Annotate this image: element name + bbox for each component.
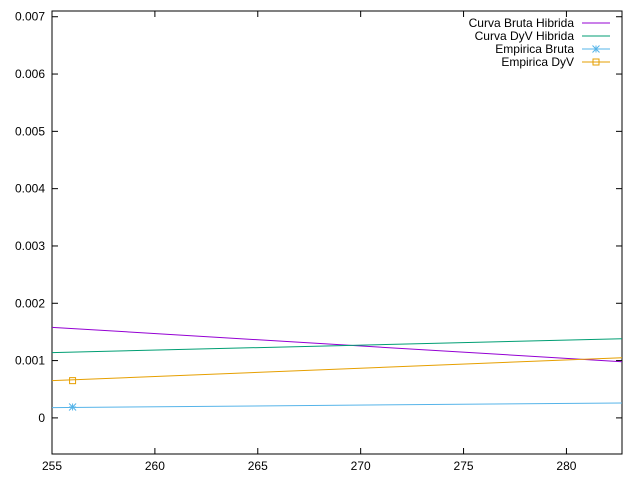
- legend-marker-2: [592, 45, 600, 53]
- y-tick-label: 0.005: [15, 124, 45, 138]
- series-marker-0: [68, 403, 77, 411]
- legend-label-0: Curva Bruta Hibrida: [469, 16, 575, 30]
- y-tick-label: 0.003: [15, 239, 45, 253]
- y-tick-label: 0.004: [15, 182, 45, 196]
- x-tick-label: 260: [145, 459, 165, 473]
- plot-border: [51, 10, 623, 455]
- series-line-0: [51, 326, 623, 363]
- x-tick-label: 265: [248, 459, 268, 473]
- y-tick-label: 0: [38, 411, 45, 425]
- y-tick-label: 0.007: [15, 10, 45, 24]
- marker-stroke: [68, 403, 77, 411]
- series-layer: [51, 326, 623, 411]
- x-tick-label: 275: [454, 459, 474, 473]
- legend-marker-3: [592, 58, 600, 66]
- legend-label-3: Empirica DyV: [501, 55, 574, 69]
- series-line-1: [51, 338, 623, 354]
- axes: 0 0.001 0.002 0.003 0.004 0.005 0.006 0.007 255 2…: [15, 10, 623, 473]
- y-tick-label: 0.001: [15, 354, 45, 368]
- series-line-2: [51, 402, 623, 409]
- legend-label-2: Empirica Bruta: [495, 42, 574, 56]
- y-tick-label: 0.002: [15, 296, 45, 310]
- legend-label-1: Curva DyV Hibrida: [475, 29, 575, 43]
- x-tick-label: 270: [351, 459, 371, 473]
- x-tick-label: 255: [42, 459, 62, 473]
- series-marker-1: [69, 377, 77, 385]
- x-tick-label: 280: [556, 459, 576, 473]
- marker-stroke: [592, 45, 600, 53]
- y-tick-label: 0.006: [15, 67, 45, 81]
- series-line-3: [51, 357, 623, 382]
